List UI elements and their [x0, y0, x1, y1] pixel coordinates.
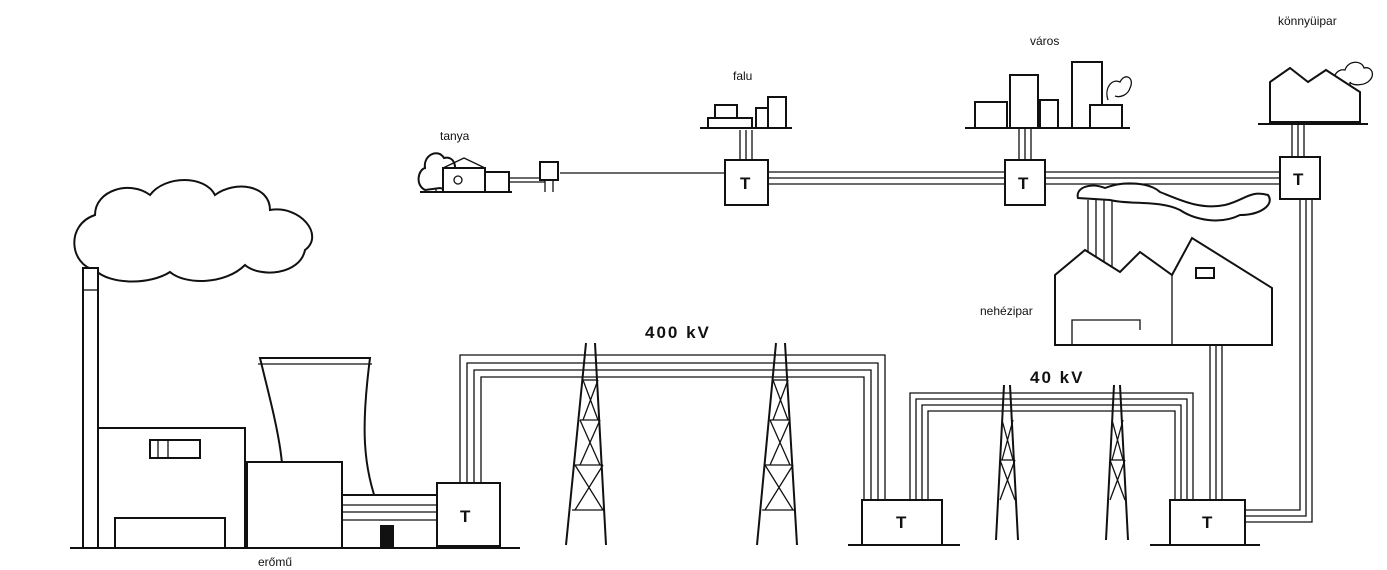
farm: tanya [417, 129, 559, 193]
plant-chimney [82, 267, 99, 549]
label-varos: város [1030, 34, 1059, 48]
svg-text:T: T [896, 513, 907, 532]
line-400kv: 400 kV [459, 323, 886, 500]
label-falu: falu [733, 69, 752, 83]
plant-smoke-cloud [73, 179, 313, 283]
heavy-industry-smoke [1076, 182, 1271, 222]
pylon-40kv-2 [1105, 384, 1129, 541]
label-nehezipar: nehézipar [980, 304, 1033, 318]
svg-text:T: T [1202, 513, 1213, 532]
heavy-industry-building [1054, 236, 1273, 346]
label-tanya: tanya [440, 129, 470, 143]
svg-text:T: T [1293, 170, 1304, 189]
transformer-plant: T [436, 482, 501, 547]
heavy-industry: nehézipar [980, 182, 1273, 346]
transformer-falu: T [724, 130, 769, 206]
label-40kv: 40 kV [1030, 368, 1084, 387]
plant-side-building [246, 461, 343, 549]
light-industry-building [1269, 66, 1361, 123]
transformer-right: T [1169, 499, 1246, 546]
distribution-line-upper [560, 171, 1280, 185]
transformer-middle: T [861, 499, 943, 546]
label-400kv: 400 kV [645, 323, 711, 342]
transformer-konnyuipar: T [1279, 125, 1321, 200]
transformer-varos: T [1004, 128, 1046, 206]
svg-text:T: T [460, 507, 471, 526]
pylon-400kv-1 [565, 342, 607, 546]
power-plant: erőmű [73, 179, 438, 569]
svg-text:T: T [1018, 174, 1029, 193]
town: város [965, 34, 1132, 129]
village: falu [700, 69, 792, 129]
pylon-40kv-1 [995, 384, 1019, 541]
label-konnyuipar: könnyüipar [1278, 14, 1337, 28]
pylon-400kv-2 [756, 342, 798, 546]
line-40kv: 40 kV [909, 368, 1194, 500]
label-eromu: erőmű [258, 555, 292, 569]
light-industry: könnyüipar [1258, 14, 1374, 125]
svg-text:T: T [740, 174, 751, 193]
